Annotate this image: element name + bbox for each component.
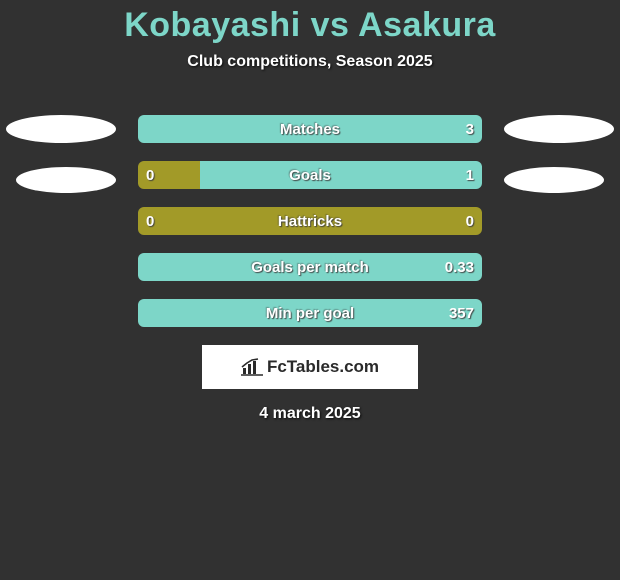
subtitle: Club competitions, Season 2025: [0, 53, 620, 71]
stat-bar-left-value: 0: [146, 161, 154, 189]
stat-bar-right-segment: [200, 161, 482, 189]
brand-box: FcTables.com: [202, 345, 418, 389]
stat-bar: Goals per match0.33: [138, 253, 482, 281]
stat-bar: Min per goal357: [138, 299, 482, 327]
stat-bar-right-value: 3: [466, 115, 474, 143]
stat-bars: Matches3Goals01Hattricks00Goals per matc…: [138, 115, 482, 327]
player-right-shape-2: [504, 167, 604, 193]
stat-bar-right-segment: [138, 115, 482, 143]
stat-bar-right-value: 0: [466, 207, 474, 235]
comparison-panel: Matches3Goals01Hattricks00Goals per matc…: [0, 115, 620, 423]
stat-bar-right-value: 357: [449, 299, 474, 327]
stat-bar: Matches3: [138, 115, 482, 143]
stat-bar-left-value: 0: [146, 207, 154, 235]
stat-bar-left-segment: [138, 207, 482, 235]
brand-text: FcTables.com: [267, 357, 379, 377]
player-left-shape-1: [6, 115, 116, 143]
player-right-shape-1: [504, 115, 614, 143]
stat-bar-right-segment: [138, 299, 482, 327]
stat-bar-right-segment: [138, 253, 482, 281]
stat-bar-right-value: 1: [466, 161, 474, 189]
page-title: Kobayashi vs Asakura: [0, 0, 620, 45]
player-left-shape-2: [16, 167, 116, 193]
stat-bar: Goals01: [138, 161, 482, 189]
footer-date: 4 march 2025: [0, 405, 620, 423]
bar-chart-icon: [241, 358, 263, 376]
stat-bar-right-value: 0.33: [445, 253, 474, 281]
stat-bar: Hattricks00: [138, 207, 482, 235]
